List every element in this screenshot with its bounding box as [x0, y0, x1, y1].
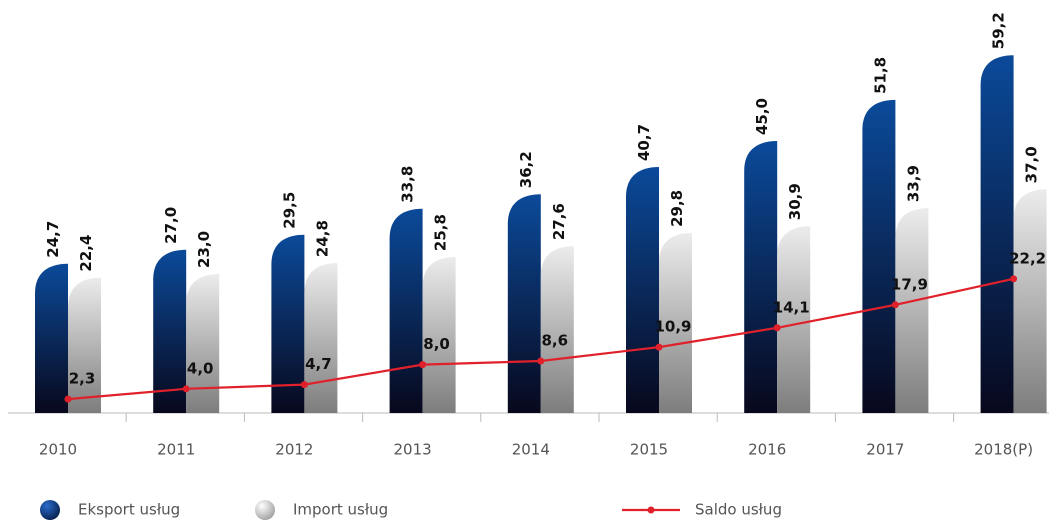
bar	[35, 263, 68, 413]
bar-value-label: 29,5	[280, 192, 298, 229]
legend-label: Import usług	[293, 501, 388, 519]
bar	[777, 226, 811, 413]
bar-value-label: 33,8	[399, 166, 417, 203]
bar	[626, 167, 659, 413]
x-tick-label: 2017	[866, 441, 904, 459]
x-tick-label: 2015	[630, 441, 668, 459]
bar-value-label: 45,0	[753, 98, 771, 135]
legend-swatch	[647, 506, 655, 514]
bar-value-label: 37,0	[1023, 146, 1041, 183]
legend-label: Eksport usług	[78, 501, 180, 519]
bar-value-label: 40,7	[635, 124, 653, 161]
bar-value-label: 27,6	[550, 203, 568, 240]
x-tick-label: 2014	[512, 441, 550, 459]
bar-value-label: 59,2	[990, 12, 1008, 49]
line-point	[182, 385, 190, 393]
line-point	[64, 395, 72, 403]
x-tick-label: 2010	[39, 441, 77, 459]
bar-value-label: 22,4	[77, 235, 95, 272]
line-point	[891, 301, 899, 309]
bar	[271, 234, 305, 413]
line-value-label: 17,9	[891, 275, 928, 293]
line-value-label: 8,6	[542, 332, 569, 350]
bar-value-label: 24,8	[313, 220, 331, 257]
line-value-label: 4,7	[305, 355, 332, 373]
bar-value-label: 29,8	[668, 190, 686, 227]
bar-value-label: 24,7	[44, 221, 62, 258]
line-value-label: 2,3	[69, 370, 96, 388]
bar	[744, 141, 778, 413]
legend-swatch	[40, 500, 60, 520]
bar-value-label: 25,8	[432, 214, 450, 251]
x-tick-label: 2016	[748, 441, 786, 459]
line-point	[655, 343, 663, 351]
bar	[540, 246, 574, 413]
bar-value-label: 51,8	[871, 57, 889, 94]
x-tick-label: 2018(P)	[974, 441, 1033, 459]
bar	[304, 263, 338, 413]
bar	[153, 249, 187, 413]
legend-label: Saldo usług	[695, 501, 782, 519]
line-point	[1010, 275, 1018, 283]
bar	[68, 277, 101, 413]
x-tick-label: 2011	[157, 441, 195, 459]
line-value-label: 22,2	[1009, 249, 1046, 267]
line-value-label: 8,0	[423, 335, 450, 353]
bar	[862, 99, 896, 413]
line-value-label: 4,0	[187, 359, 214, 377]
bar	[389, 208, 423, 413]
x-tick-label: 2013	[394, 441, 432, 459]
bar	[659, 232, 692, 413]
line-point	[537, 357, 545, 365]
line-point	[300, 381, 308, 389]
line-point	[773, 324, 781, 332]
bar	[895, 208, 929, 413]
bar	[1013, 189, 1047, 413]
bar	[507, 194, 541, 413]
bar-value-label: 33,9	[904, 165, 922, 202]
line-value-label: 14,1	[773, 298, 810, 316]
bar-value-label: 30,9	[786, 183, 804, 220]
legend-swatch	[255, 500, 275, 520]
bar-value-label: 27,0	[162, 207, 180, 244]
line-value-label: 10,9	[654, 318, 691, 336]
x-tick-label: 2012	[275, 441, 313, 459]
bar-value-label: 36,2	[517, 151, 535, 188]
bar	[186, 273, 220, 413]
bar	[980, 55, 1014, 414]
line-point	[419, 361, 427, 369]
bar	[422, 257, 456, 413]
bar-value-label: 23,0	[195, 231, 213, 268]
